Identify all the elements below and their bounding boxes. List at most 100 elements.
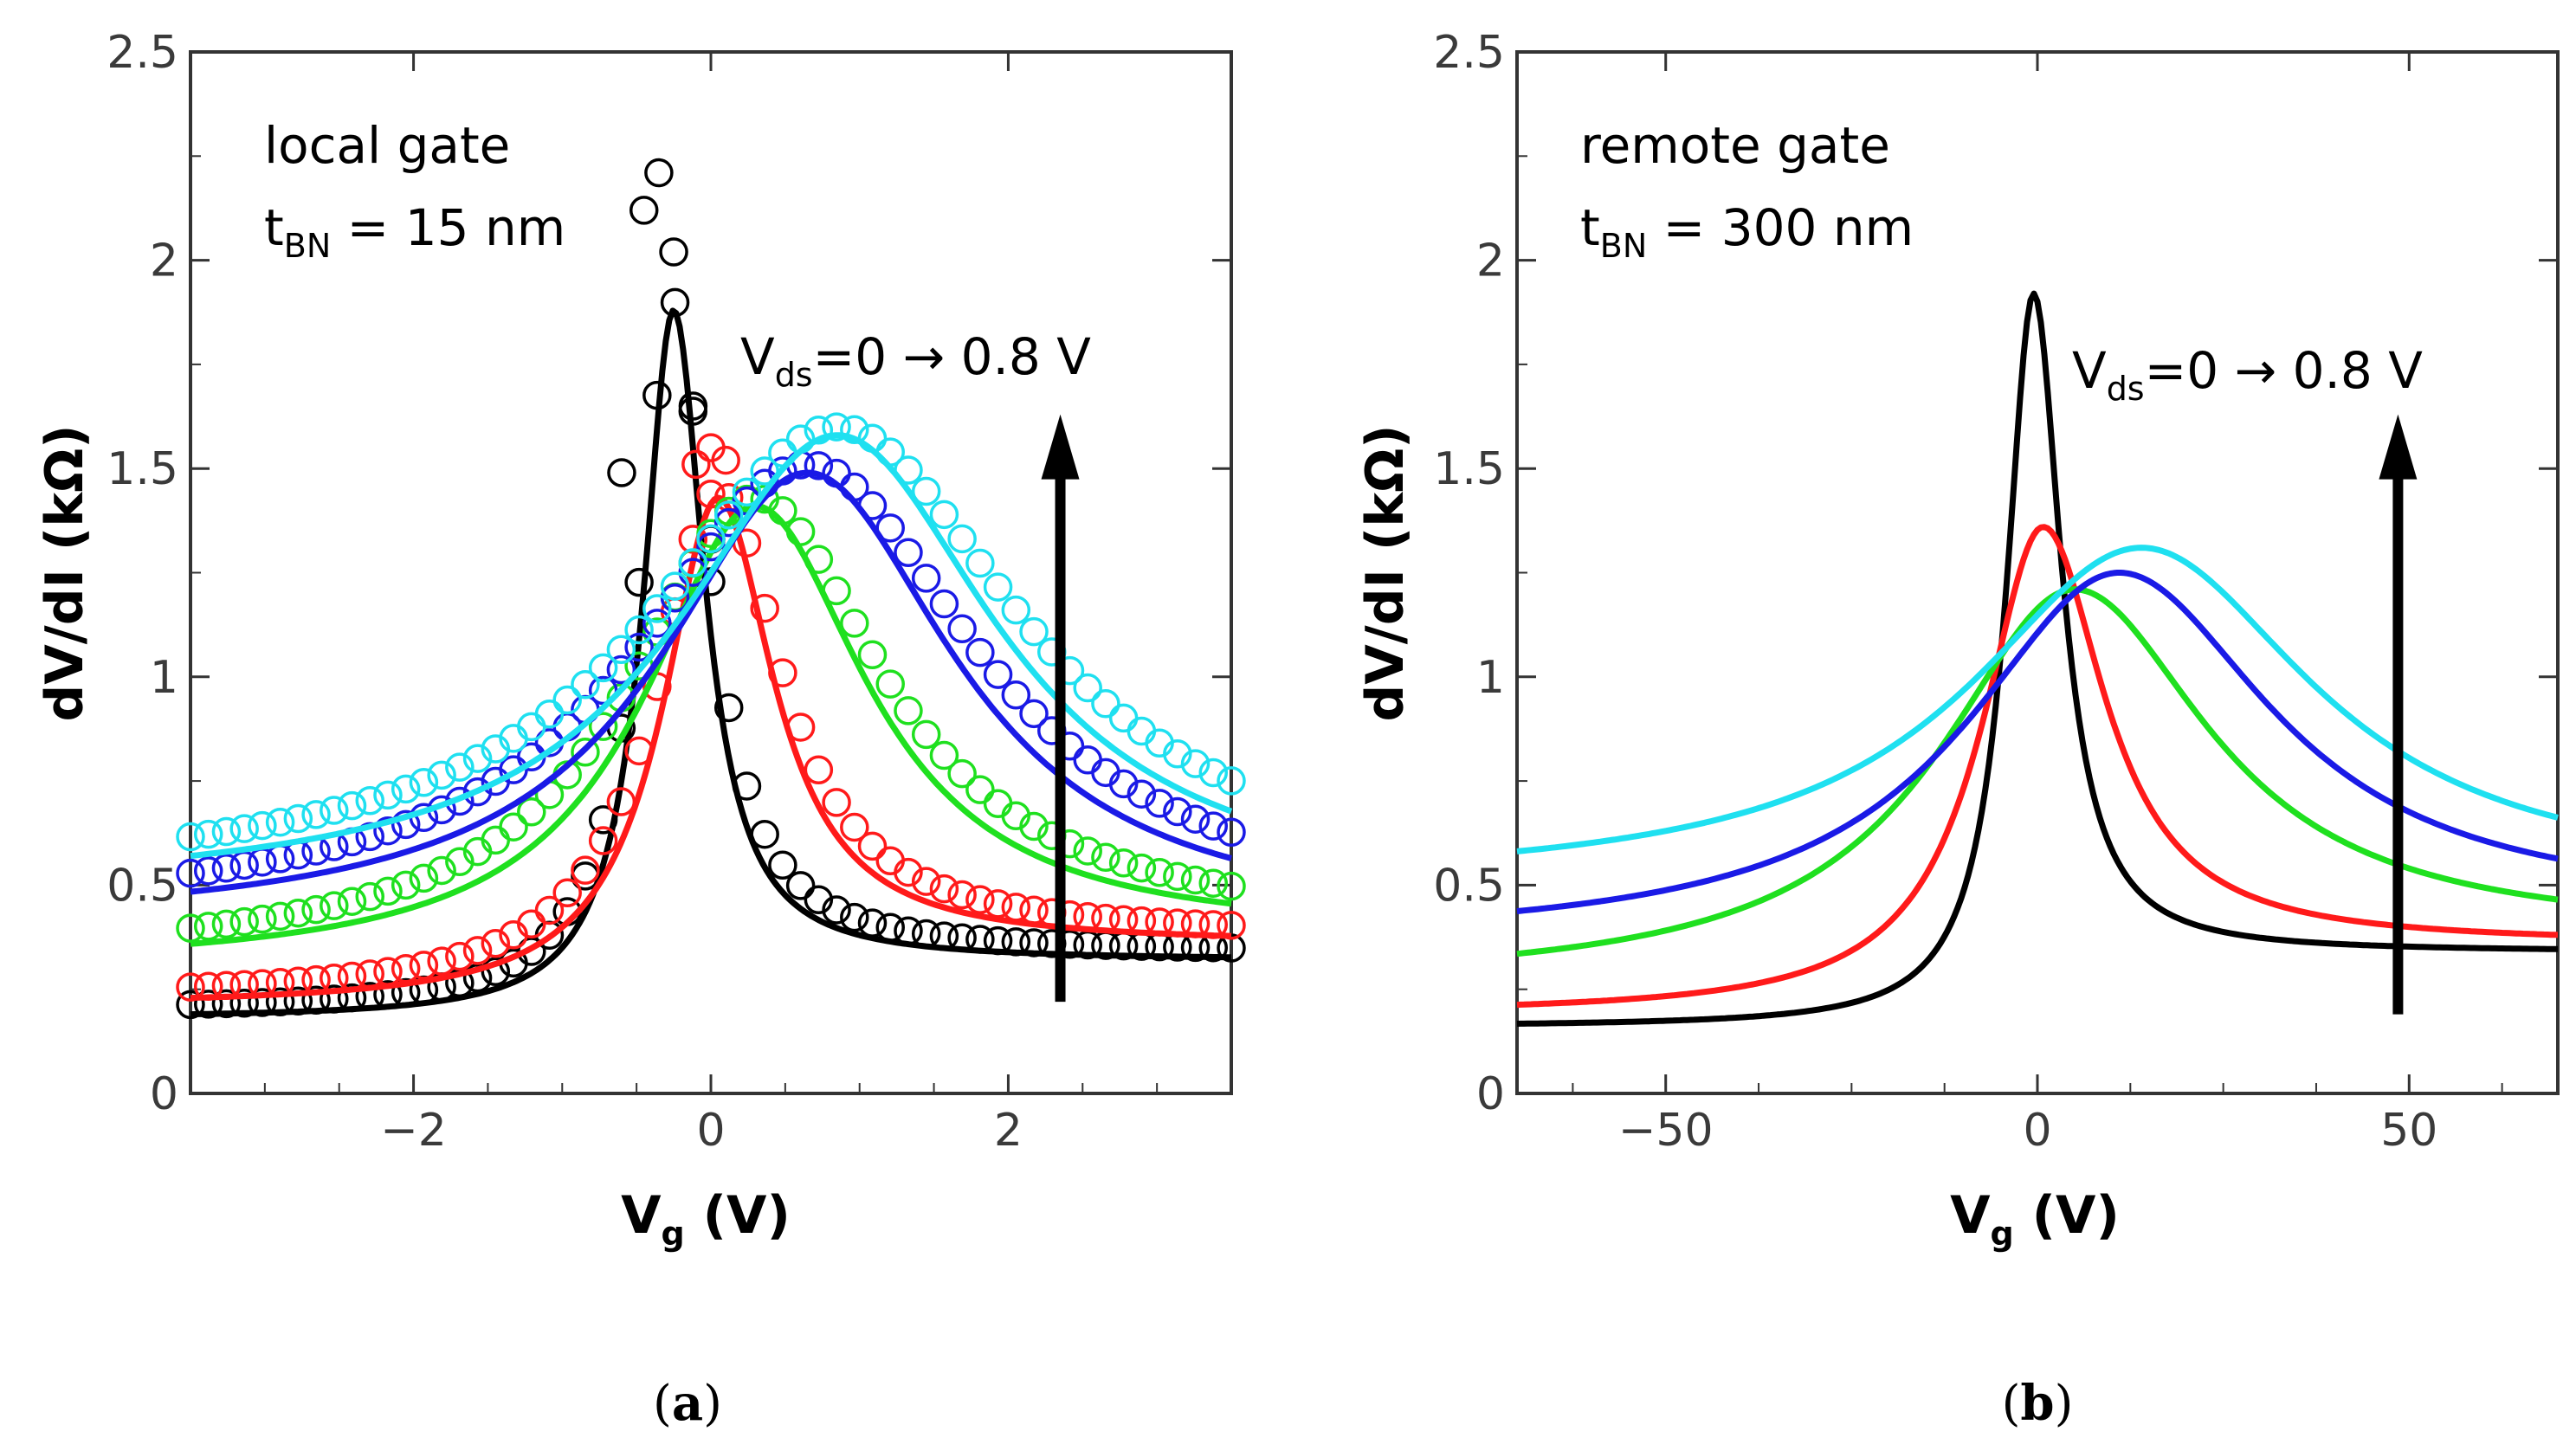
panel-a-caption: (a) bbox=[653, 1375, 722, 1432]
panel-a-marker-green bbox=[1091, 842, 1120, 873]
panel-a-marker-cyan bbox=[750, 456, 779, 486]
panel-a-marker-blue bbox=[822, 458, 851, 488]
panel-a-marker-green bbox=[768, 496, 797, 526]
panel-a-marker-black bbox=[391, 977, 421, 1008]
panel-a-marker-cyan bbox=[1180, 749, 1211, 778]
panel-a-marker-black bbox=[840, 902, 869, 932]
panel-a-marker-green bbox=[947, 758, 977, 789]
panel-a-marker-blue bbox=[1217, 817, 1246, 848]
panel-a-marker-black bbox=[857, 908, 888, 938]
panel-a-marker-blue bbox=[373, 816, 403, 846]
panel-a-marker-blue bbox=[642, 609, 672, 638]
panel-a-marker-red bbox=[481, 929, 511, 958]
panel-b-ylabel: dV/dI (kΩ) bbox=[1355, 424, 1416, 721]
panel-a-marker-cyan bbox=[1127, 716, 1157, 746]
panel-a-marker-blue bbox=[1127, 779, 1157, 809]
panel-a-marker-blue bbox=[588, 675, 618, 706]
panel-a-marker-black bbox=[283, 986, 313, 1016]
panel-a-vds-label: Vds=0 → 0.8 V bbox=[740, 327, 1091, 394]
panel-a-marker-black bbox=[229, 988, 259, 1018]
panel-a-marker-blue bbox=[229, 850, 259, 880]
panel-a-marker-blue bbox=[1073, 745, 1102, 775]
panel-a-marker-blue bbox=[678, 558, 708, 587]
panel-a-marker-black bbox=[629, 196, 659, 225]
panel-a-marker-red bbox=[1163, 908, 1192, 938]
panel-a-marker-cyan bbox=[660, 571, 690, 601]
panel-b-ytick-label: 2 bbox=[1476, 235, 1505, 287]
panel-a-marker-green bbox=[965, 775, 995, 804]
panel-a-marker-black bbox=[678, 391, 708, 421]
panel-a-marker-blue bbox=[875, 513, 905, 543]
panel-a-marker-blue bbox=[606, 655, 636, 685]
panel-a-marker-cyan bbox=[1198, 758, 1229, 788]
panel-a-marker-black bbox=[713, 693, 744, 723]
panel-a-marker-blue bbox=[911, 564, 941, 593]
panel-a-marker-blue bbox=[1145, 789, 1174, 818]
panel-a-marker-red bbox=[606, 787, 636, 816]
panel-a-marker-blue bbox=[1163, 796, 1192, 827]
panel-a-marker-cyan bbox=[696, 524, 726, 554]
panel-a-marker-blue bbox=[965, 637, 995, 667]
panel-a-marker-cyan bbox=[176, 822, 205, 852]
panel-a-marker-black bbox=[875, 912, 905, 943]
panel-a-marker-cyan bbox=[894, 455, 923, 485]
panel-a-marker-green bbox=[571, 738, 600, 767]
panel-a-marker-red bbox=[462, 936, 493, 965]
panel-a-marker-cyan bbox=[732, 477, 762, 507]
panel-a-marker-cyan bbox=[320, 796, 349, 825]
panel-a-marker-red bbox=[678, 525, 708, 554]
panel-a-marker-black bbox=[588, 805, 618, 835]
panel-a-marker-red bbox=[248, 969, 277, 998]
panel-a-marker-cyan bbox=[1108, 703, 1139, 733]
panel-a-arrow-head bbox=[1041, 414, 1080, 480]
panel-a-marker-blue bbox=[283, 840, 313, 870]
panel-a-marker-green bbox=[1198, 868, 1229, 898]
panel-a-marker-cyan bbox=[768, 438, 797, 468]
panel-a-marker-green bbox=[1145, 857, 1174, 887]
panel-a-marker-cyan bbox=[911, 476, 941, 506]
panel-a-marker-green bbox=[1019, 811, 1049, 842]
panel-a-marker-red bbox=[840, 812, 869, 842]
panel-a-marker-red bbox=[517, 909, 546, 938]
panel-a-marker-green bbox=[409, 863, 439, 893]
panel-a-marker-cyan bbox=[713, 500, 744, 530]
panel-a-marker-cyan bbox=[983, 572, 1013, 602]
panel-a-ytick-label: 1.5 bbox=[107, 443, 178, 495]
panel-a-marker-black bbox=[211, 989, 242, 1019]
panel-a-marker-cyan bbox=[265, 807, 295, 837]
panel-a-marker-green bbox=[1073, 836, 1102, 866]
panel-a-marker-green bbox=[1127, 853, 1157, 883]
panel-a-marker-red bbox=[929, 874, 959, 904]
panel-b-series-line-green bbox=[1516, 586, 2559, 958]
panel-a-marker-red bbox=[1180, 909, 1211, 938]
panel-a-marker-black bbox=[929, 921, 959, 951]
panel-a-marker-blue bbox=[696, 532, 726, 562]
panel-a-marker-blue bbox=[840, 472, 869, 502]
panel-a-marker-red bbox=[320, 963, 349, 993]
panel-a-marker-green bbox=[499, 812, 528, 842]
panel-a-marker-cyan bbox=[875, 437, 905, 467]
panel-a-marker-red bbox=[785, 713, 816, 742]
panel-a-marker-red bbox=[427, 946, 456, 976]
panel-a-marker-cyan bbox=[445, 752, 475, 782]
panel-a-marker-cyan bbox=[606, 635, 636, 665]
panel-a-marker-red bbox=[696, 479, 726, 509]
panel-a-marker-cyan bbox=[427, 760, 456, 790]
panel-a-marker-green bbox=[911, 719, 941, 750]
panel-a-marker-cyan bbox=[947, 524, 977, 554]
panel-a-marker-black bbox=[822, 895, 851, 925]
panel-a-marker-cyan bbox=[337, 790, 367, 821]
panel-a-marker-black bbox=[373, 980, 403, 1009]
panel-a-marker-red bbox=[947, 880, 977, 910]
panel-a-marker-cyan bbox=[822, 412, 851, 442]
panel-a-marker-black bbox=[301, 985, 331, 1015]
panel-a-marker-green bbox=[283, 898, 313, 928]
panel-a-marker-blue bbox=[265, 844, 295, 874]
panel-a-series bbox=[176, 158, 1246, 1020]
panel-a-xtick-label: 0 bbox=[696, 1105, 725, 1157]
panel-a-marker-red bbox=[445, 941, 475, 971]
panel-a-marker-red bbox=[1091, 903, 1120, 933]
panel-a-marker-black bbox=[1001, 927, 1031, 957]
panel-b-ytick-label: 0.5 bbox=[1433, 860, 1505, 912]
